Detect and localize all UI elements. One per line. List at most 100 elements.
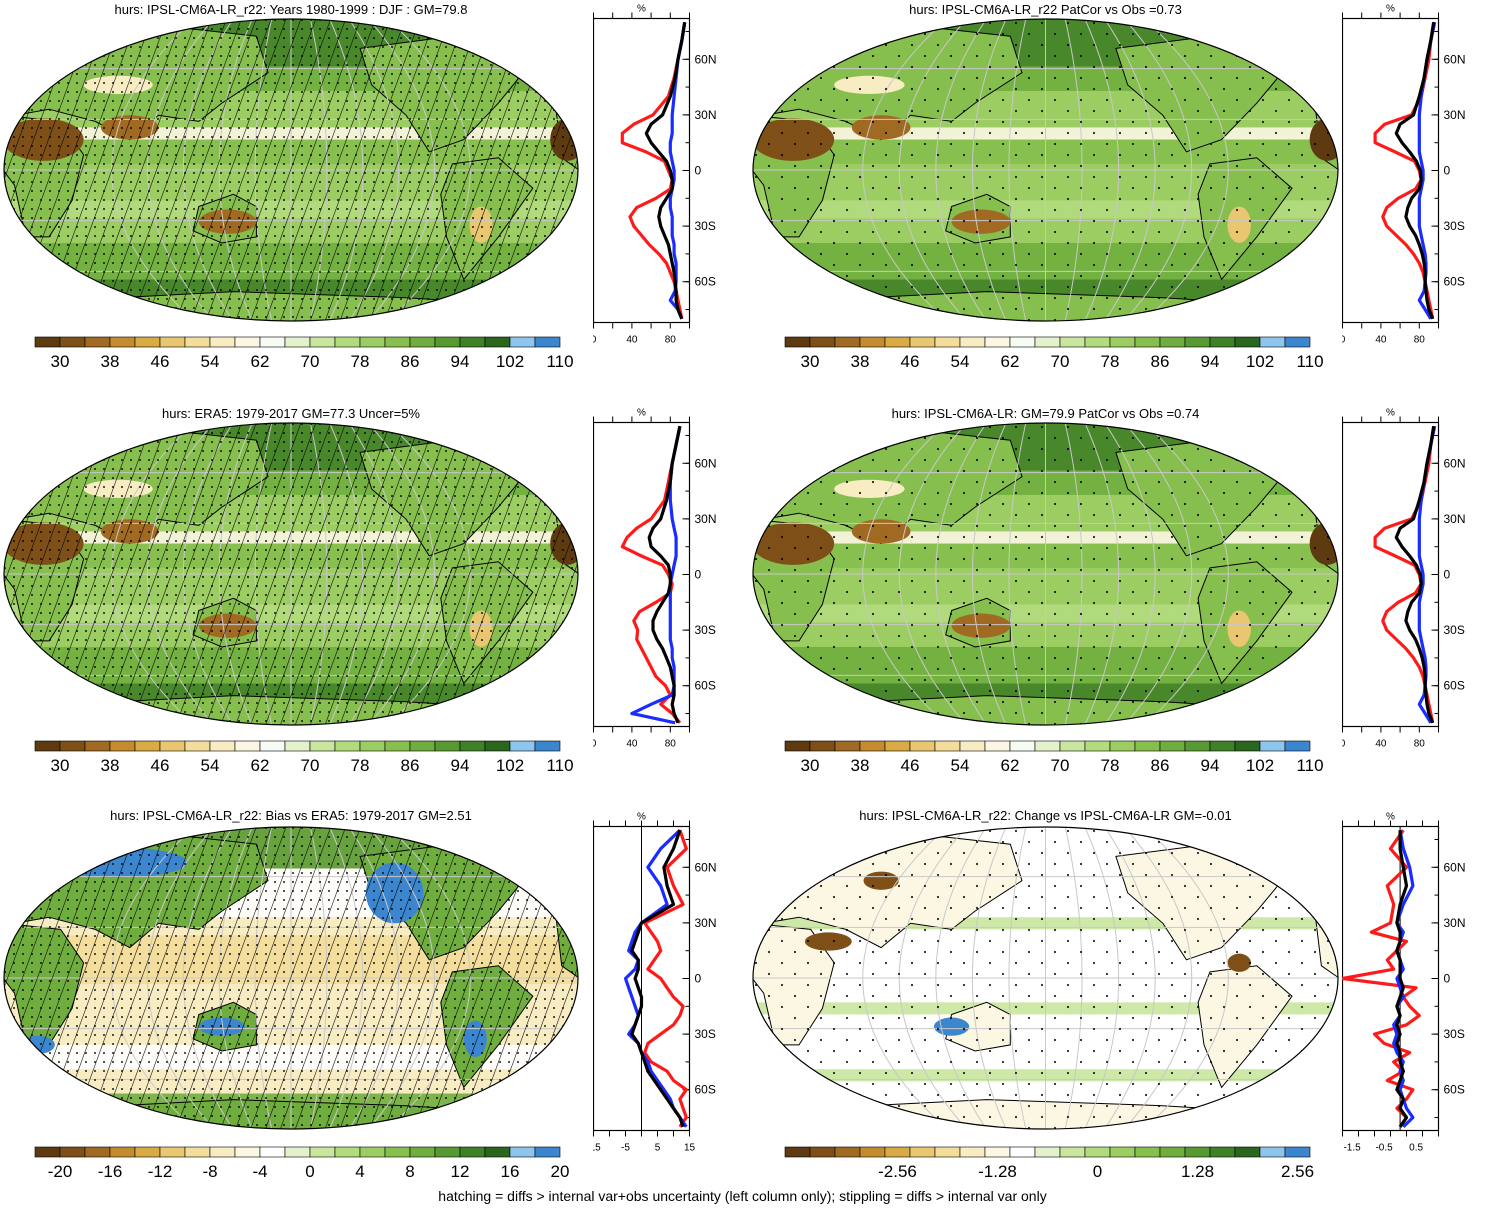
colorbar-swatch bbox=[184, 1146, 211, 1158]
significance-stippling bbox=[753, 423, 1338, 725]
colorbar-label: 16 bbox=[500, 1162, 520, 1181]
colorbar-swatch bbox=[909, 336, 936, 348]
colorbar-label: -1.28 bbox=[978, 1162, 1017, 1181]
colorbar-swatch bbox=[184, 740, 211, 752]
colorbar-swatch bbox=[934, 1146, 961, 1158]
colorbar-swatch bbox=[1234, 336, 1261, 348]
colorbar-swatch bbox=[1234, 740, 1261, 752]
colorbar-swatch bbox=[109, 740, 136, 752]
colorbar-swatch bbox=[234, 740, 261, 752]
colorbar-swatch bbox=[384, 1146, 411, 1158]
colorbar-label: -8 bbox=[202, 1162, 218, 1181]
colorbar-swatch bbox=[1209, 1146, 1236, 1158]
x-tick-label: 0 bbox=[1342, 739, 1346, 750]
map-border bbox=[3, 422, 579, 726]
x-tick-label: -15 bbox=[593, 1143, 601, 1154]
colorbar-swatch bbox=[859, 336, 886, 348]
colorbar-label: 110 bbox=[546, 756, 574, 775]
colorbar-swatch bbox=[1084, 1146, 1111, 1158]
colorbar-swatch bbox=[384, 740, 411, 752]
colorbar-swatch bbox=[309, 740, 336, 752]
world-map bbox=[3, 18, 579, 322]
colorbar-swatch bbox=[1209, 740, 1236, 752]
colorbar bbox=[784, 1146, 1311, 1158]
colorbar-swatch bbox=[334, 740, 361, 752]
colorbar-label: 30 bbox=[800, 352, 820, 371]
unit-label: % bbox=[1386, 408, 1395, 419]
colorbar-swatch bbox=[909, 740, 936, 752]
colorbar-swatch bbox=[1109, 740, 1136, 752]
x-tick-label: 40 bbox=[1375, 335, 1387, 346]
colorbar-swatch bbox=[1234, 1146, 1261, 1158]
colorbar-swatch bbox=[209, 1146, 236, 1158]
colorbar-swatch bbox=[959, 1146, 986, 1158]
world-map bbox=[752, 422, 1339, 726]
colorbar-label: 94 bbox=[450, 756, 470, 775]
x-tick-label: 80 bbox=[1414, 335, 1426, 346]
map-border bbox=[3, 18, 579, 322]
colorbar-swatch bbox=[259, 740, 286, 752]
panel-title: hurs: IPSL-CM6A-LR_r22: Years 1980-1999 … bbox=[114, 2, 468, 17]
profile-frame bbox=[1342, 825, 1440, 1132]
colorbar-swatch bbox=[84, 336, 111, 348]
map-border bbox=[752, 826, 1339, 1130]
x-tick-label: 0.5 bbox=[1409, 1143, 1423, 1154]
x-tick-label: 40 bbox=[626, 739, 638, 750]
colorbar-swatch bbox=[809, 1146, 836, 1158]
colorbar-swatch bbox=[159, 740, 186, 752]
colorbar-label: 94 bbox=[1200, 352, 1220, 371]
colorbar-swatch bbox=[209, 336, 236, 348]
colorbar-label: 102 bbox=[1245, 352, 1275, 371]
colorbar-swatch bbox=[934, 740, 961, 752]
lat-tick-label: 0 bbox=[1444, 164, 1451, 178]
colorbar-label: 0 bbox=[305, 1162, 315, 1181]
colorbar-label: 102 bbox=[495, 756, 525, 775]
colorbar-swatch bbox=[359, 740, 386, 752]
significance-stippling bbox=[4, 827, 578, 1129]
lat-tick-label: 30S bbox=[695, 219, 716, 233]
colorbar-swatch bbox=[409, 1146, 436, 1158]
colorbar-label: 78 bbox=[350, 756, 370, 775]
x-tick-label: 40 bbox=[1375, 739, 1387, 750]
x-tick-label: -1.5 bbox=[1343, 1143, 1361, 1154]
colorbar-swatch bbox=[509, 740, 536, 752]
lat-tick-label: 30S bbox=[1444, 1027, 1465, 1041]
colorbar-swatch bbox=[34, 336, 61, 348]
profile-line-black bbox=[630, 829, 685, 1128]
colorbar-label: 30 bbox=[50, 352, 70, 371]
colorbar-swatch bbox=[1009, 336, 1036, 348]
colorbar-label: -20 bbox=[47, 1162, 73, 1181]
colorbar-swatch bbox=[134, 740, 161, 752]
world-map bbox=[752, 826, 1339, 1130]
map-border bbox=[752, 422, 1339, 726]
colorbar-swatch bbox=[209, 740, 236, 752]
lat-tick-label: 30N bbox=[1444, 916, 1466, 930]
colorbar-label: 0 bbox=[1092, 1162, 1103, 1181]
x-tick-label: 0 bbox=[593, 739, 597, 750]
colorbar-swatch bbox=[1109, 1146, 1136, 1158]
colorbar-swatch bbox=[459, 740, 486, 752]
colorbar-swatch bbox=[534, 1146, 561, 1158]
colorbar-swatch bbox=[534, 336, 561, 348]
lat-tick-label: 0 bbox=[1444, 568, 1451, 582]
colorbar-swatch bbox=[959, 336, 986, 348]
colorbar-swatch bbox=[909, 1146, 936, 1158]
colorbar-swatch bbox=[259, 336, 286, 348]
zonal-mean-profile: 60N 30N 0 30S 60S 0 40 80% bbox=[593, 408, 717, 750]
colorbar-swatch bbox=[434, 1146, 461, 1158]
colorbar-label: 78 bbox=[1100, 756, 1120, 775]
lat-tick-label: 30N bbox=[695, 512, 717, 526]
colorbar-swatch bbox=[834, 740, 861, 752]
lat-tick-label: 60S bbox=[1444, 1083, 1465, 1097]
x-tick-label: 0 bbox=[593, 335, 597, 346]
colorbar-swatch bbox=[1259, 336, 1286, 348]
colorbar-label: 46 bbox=[150, 756, 170, 775]
colorbar-swatch bbox=[884, 336, 911, 348]
colorbar-swatch bbox=[1134, 740, 1161, 752]
colorbar-swatch bbox=[34, 1146, 61, 1158]
lat-tick-label: 60N bbox=[695, 860, 717, 874]
colorbar-label: 86 bbox=[400, 352, 420, 371]
colorbar-swatch bbox=[159, 1146, 186, 1158]
colorbar-label: 2.56 bbox=[1280, 1162, 1315, 1181]
lat-tick-label: 60N bbox=[1444, 860, 1466, 874]
